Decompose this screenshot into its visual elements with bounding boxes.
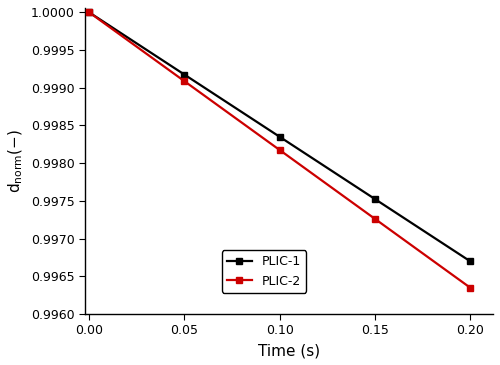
Y-axis label: d$_{\rm norm}$(−): d$_{\rm norm}$(−) bbox=[7, 130, 26, 193]
PLIC-1 bbox=[467, 259, 473, 264]
PLIC-2 bbox=[467, 285, 473, 290]
X-axis label: Time (s): Time (s) bbox=[258, 343, 320, 358]
Legend: PLIC-1, PLIC-2: PLIC-1, PLIC-2 bbox=[222, 250, 306, 293]
PLIC-2 bbox=[182, 79, 188, 83]
Line: PLIC-1: PLIC-1 bbox=[86, 9, 473, 264]
PLIC-2 bbox=[372, 216, 378, 221]
PLIC-2 bbox=[276, 148, 282, 152]
PLIC-1 bbox=[86, 10, 92, 15]
PLIC-1 bbox=[372, 197, 378, 201]
PLIC-1 bbox=[276, 135, 282, 139]
PLIC-1 bbox=[182, 72, 188, 77]
PLIC-2 bbox=[86, 10, 92, 15]
Line: PLIC-2: PLIC-2 bbox=[86, 9, 473, 291]
